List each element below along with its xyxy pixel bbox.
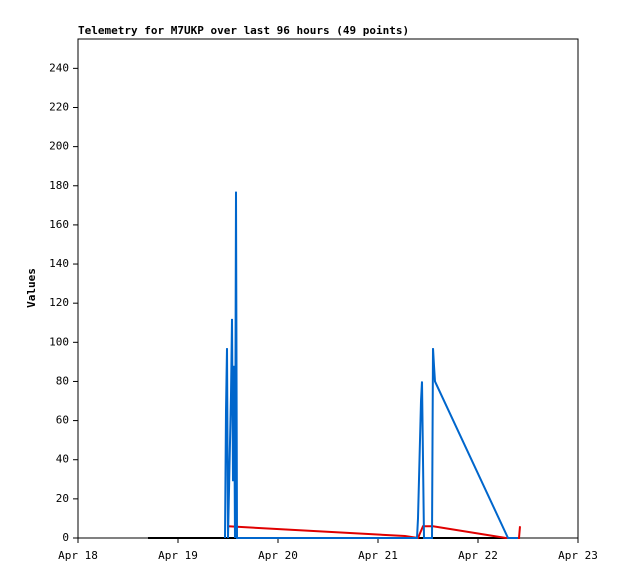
y-tick-label: 80 bbox=[56, 374, 69, 387]
y-tick-label: 60 bbox=[56, 414, 69, 427]
x-tick-label: Apr 21 bbox=[358, 549, 398, 562]
y-tick-label: 100 bbox=[49, 335, 69, 348]
y-tick-label: 200 bbox=[49, 140, 69, 153]
x-tick-label: Apr 22 bbox=[458, 549, 498, 562]
y-tick-label: 40 bbox=[56, 453, 69, 466]
y-tick-label: 160 bbox=[49, 218, 69, 231]
y-tick-label: 0 bbox=[62, 531, 69, 544]
x-tick-label: Apr 20 bbox=[258, 549, 298, 562]
series-line bbox=[224, 191, 518, 539]
y-tick-label: 180 bbox=[49, 179, 69, 192]
chart-title: Telemetry for M7UKP over last 96 hours (… bbox=[78, 24, 409, 37]
y-tick-label: 240 bbox=[49, 61, 69, 74]
x-tick-label: Apr 19 bbox=[158, 549, 198, 562]
y-axis-label: Values bbox=[25, 268, 38, 308]
y-tick-label: 220 bbox=[49, 100, 69, 113]
x-tick-label: Apr 18 bbox=[58, 549, 98, 562]
y-tick-label: 20 bbox=[56, 492, 69, 505]
y-tick-label: 120 bbox=[49, 296, 69, 309]
y-tick-label: 140 bbox=[49, 257, 69, 270]
x-tick-label: Apr 23 bbox=[558, 549, 598, 562]
